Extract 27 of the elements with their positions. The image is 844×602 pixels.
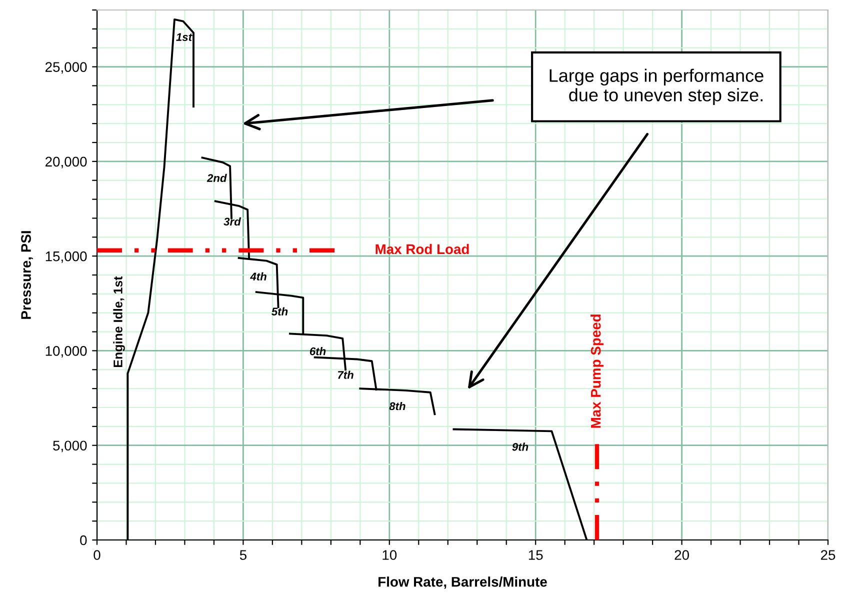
annotation: 5th: [272, 307, 288, 316]
y-tick-label: 0: [80, 535, 87, 546]
x-tick-label: 0: [94, 550, 100, 560]
annotation: 8th: [389, 402, 406, 410]
x-tick-label: 10: [382, 550, 397, 560]
x-tick-label: 5: [240, 550, 246, 560]
annotation: 9th: [512, 442, 528, 451]
ref-line-label: Max Rod Load: [376, 244, 469, 254]
y-tick-label: 20,000: [46, 156, 87, 168]
y-tick-label: 5,000: [53, 440, 87, 452]
annotation: 6th: [310, 347, 326, 356]
ref-line-label: Max Pump Speed: [590, 314, 604, 428]
annotation: Engine Idle, 1st: [113, 276, 125, 368]
annotation: Large gaps in performance due to uneven step size.: [550, 68, 764, 105]
x-axis-title: Flow Rate, Barrels/Minute: [378, 576, 547, 589]
y-axis-title: Pressure, PSI: [21, 231, 33, 319]
x-tick-label: 15: [528, 550, 543, 560]
annotation: 2nd: [206, 174, 227, 182]
annotation: 1st: [176, 33, 192, 42]
y-tick-label: 10,000: [46, 346, 87, 358]
x-tick-label: 20: [674, 550, 689, 560]
annotation: 3rd: [224, 217, 242, 226]
y-tick-label: 15,000: [46, 251, 87, 263]
annotation: 4th: [250, 272, 266, 280]
x-tick-label: 25: [820, 550, 836, 560]
annotation: 7th: [338, 370, 354, 379]
y-tick-label: 25,000: [46, 62, 87, 74]
